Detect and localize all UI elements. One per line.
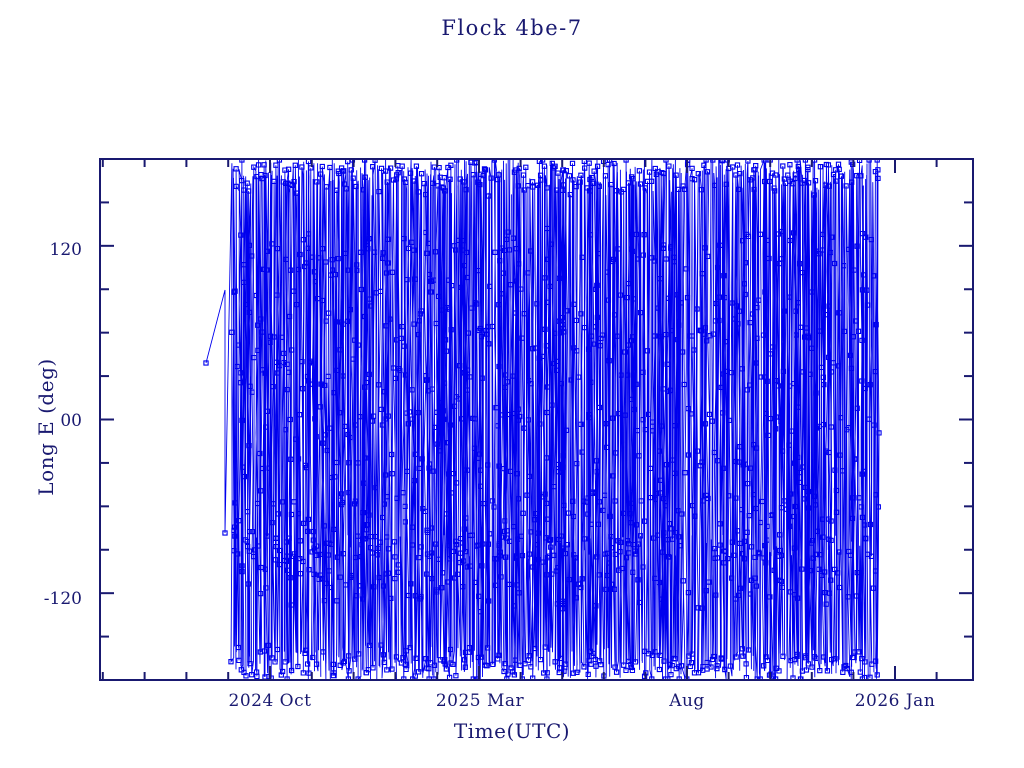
x-tick-label-2025-mar: 2025 Mar: [435, 691, 525, 711]
y-tick-label-0: 00: [60, 411, 82, 431]
y-tick-label-120: 120: [49, 240, 82, 260]
axis-ticks: [100, 159, 973, 680]
x-tick-label-2024-oct: 2024 Oct: [228, 691, 312, 711]
page-title: Flock 4be-7: [441, 16, 583, 40]
data-series-longitude: [203, 159, 882, 680]
series-polyline: [205, 159, 880, 680]
x-tick-label-2026-jan: 2026 Jan: [854, 691, 936, 711]
x-tick-label-2025-aug: Aug: [669, 691, 705, 711]
series-markers: [203, 159, 882, 680]
y-tick-label-neg120: -120: [43, 589, 82, 609]
x-axis-title: Time(UTC): [453, 719, 571, 743]
